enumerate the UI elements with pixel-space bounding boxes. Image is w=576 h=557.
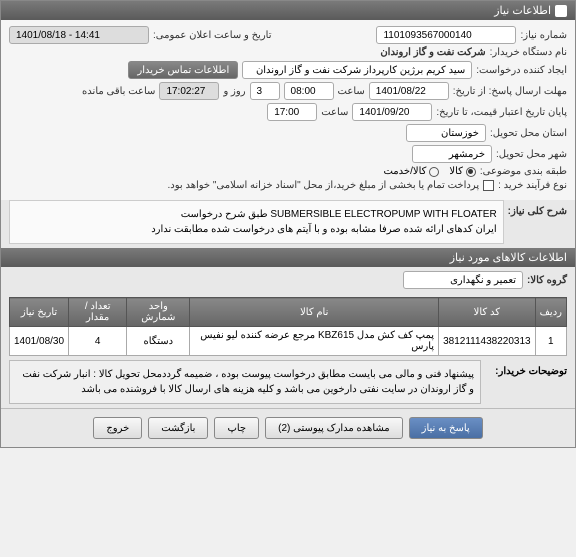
- need-no-label: شماره نیاز:: [520, 30, 567, 41]
- requester-label: ایجاد کننده درخواست:: [476, 65, 567, 76]
- items-table: ردیف کد کالا نام کالا واحد شمارش تعداد /…: [9, 297, 567, 356]
- purchase-checkbox[interactable]: [483, 180, 494, 191]
- days-label: روز و: [223, 86, 245, 97]
- radio-goods-circle: [466, 167, 476, 177]
- exit-button[interactable]: خروج: [93, 417, 142, 439]
- titlebar-text: اطلاعات نیاز: [494, 4, 551, 17]
- classification-label: طبقه بندی موضوعی:: [480, 166, 567, 177]
- col-row: ردیف: [535, 298, 566, 327]
- buyer-note-label: توضیحات خریدار:: [487, 360, 567, 377]
- cell-qty: 4: [69, 327, 127, 356]
- radio-goods[interactable]: کالا: [449, 166, 476, 177]
- table-row[interactable]: 1 3812111438220313 پمپ کف کش مدل KBZ615 …: [10, 327, 567, 356]
- buyer-org-value: شرکت نفت و گاز اروندان: [380, 47, 485, 58]
- province-label: استان محل تحویل:: [490, 128, 567, 139]
- purchase-note: پرداخت تمام یا بخشی از مبلغ خرید،از محل …: [168, 180, 480, 191]
- city-label: شهر محل تحویل:: [496, 149, 567, 160]
- col-name: نام کالا: [190, 298, 439, 327]
- buyer-org-label: نام دستگاه خریدار:: [490, 47, 567, 58]
- deadline-label: مهلت ارسال پاسخ: از تاریخ:: [453, 86, 567, 97]
- group-label: گروه کالا:: [527, 275, 567, 286]
- col-qty: تعداد / مقدار: [69, 298, 127, 327]
- cell-date: 1401/08/30: [10, 327, 69, 356]
- info-panel: شماره نیاز: 1101093567000140 تاریخ و ساع…: [1, 20, 575, 200]
- back-button[interactable]: بازگشت: [148, 417, 208, 439]
- validity-label: پایان تاریخ اعتبار قیمت، تا تاریخ:: [436, 107, 567, 118]
- requester-field: سید کریم برژین کارپرداز شرکت نفت و گاز ا…: [242, 61, 472, 79]
- radio-service-circle: [429, 167, 439, 177]
- time-label-2: ساعت: [321, 107, 348, 118]
- announce-label: تاریخ و ساعت اعلان عمومی:: [153, 30, 272, 41]
- footer: پاسخ به نیاز مشاهده مدارک پیوستی (2) چاپ…: [1, 408, 575, 447]
- validity-time-field: 17:00: [267, 103, 317, 121]
- respond-button[interactable]: پاسخ به نیاز: [409, 417, 483, 439]
- radio-service[interactable]: کالا/خدمت: [383, 166, 439, 177]
- announce-field: 1401/08/18 - 14:41: [9, 26, 149, 44]
- cell-name: پمپ کف کش مدل KBZ615 مرجع عرضه کننده لیو…: [190, 327, 439, 356]
- contact-button[interactable]: اطلاعات تماس خریدار: [128, 61, 238, 79]
- validity-date-field: 1401/09/20: [352, 103, 432, 121]
- city-field: خرمشهر: [412, 145, 492, 163]
- radio-service-label: کالا/خدمت: [383, 166, 426, 177]
- items-section-header: اطلاعات کالاهای مورد نیاز: [1, 248, 575, 267]
- need-summary-box: SUBMERSIBLE ELECTROPUMP WITH FLOATER طبق…: [9, 200, 504, 244]
- print-button[interactable]: چاپ: [214, 417, 259, 439]
- col-date: تاریخ نیاز: [10, 298, 69, 327]
- buyer-note-text: پیشنهاد فنی و مالی می بایست مطابق درخواس…: [9, 360, 481, 404]
- radio-goods-label: کالا: [449, 166, 463, 177]
- table-header-row: ردیف کد کالا نام کالا واحد شمارش تعداد /…: [10, 298, 567, 327]
- titlebar: اطلاعات نیاز: [1, 1, 575, 20]
- need-summary-label: شرح کلی نیاز:: [508, 200, 567, 217]
- countdown-field: 17:02:27: [159, 82, 219, 100]
- need-no-field: 1101093567000140: [376, 26, 516, 44]
- province-field: خوزستان: [406, 124, 486, 142]
- classification-radio-group: کالا کالا/خدمت: [383, 166, 475, 177]
- deadline-time-field: 08:00: [284, 82, 334, 100]
- need-summary-line2: ایران کدهای ارائه شده صرفا مشابه بوده و …: [16, 222, 497, 237]
- cell-row: 1: [535, 327, 566, 356]
- cell-code: 3812111438220313: [439, 327, 536, 356]
- group-field: تعمیر و نگهداری: [403, 271, 523, 289]
- attachments-button[interactable]: مشاهده مدارک پیوستی (2): [265, 417, 403, 439]
- time-label-1: ساعت: [338, 86, 365, 97]
- purchase-type-label: نوع فرآیند خرید :: [498, 180, 567, 191]
- cell-unit: دستگاه: [127, 327, 190, 356]
- deadline-date-field: 1401/08/22: [369, 82, 449, 100]
- buyer-note: توضیحات خریدار: پیشنهاد فنی و مالی می با…: [9, 360, 567, 404]
- days-field: 3: [250, 82, 280, 100]
- col-code: کد کالا: [439, 298, 536, 327]
- window-icon: [555, 5, 567, 17]
- need-summary-line1: SUBMERSIBLE ELECTROPUMP WITH FLOATER طبق…: [16, 207, 497, 222]
- countdown-label: ساعت باقی مانده: [82, 86, 155, 97]
- col-unit: واحد شمارش: [127, 298, 190, 327]
- window: اطلاعات نیاز شماره نیاز: 110109356700014…: [0, 0, 576, 448]
